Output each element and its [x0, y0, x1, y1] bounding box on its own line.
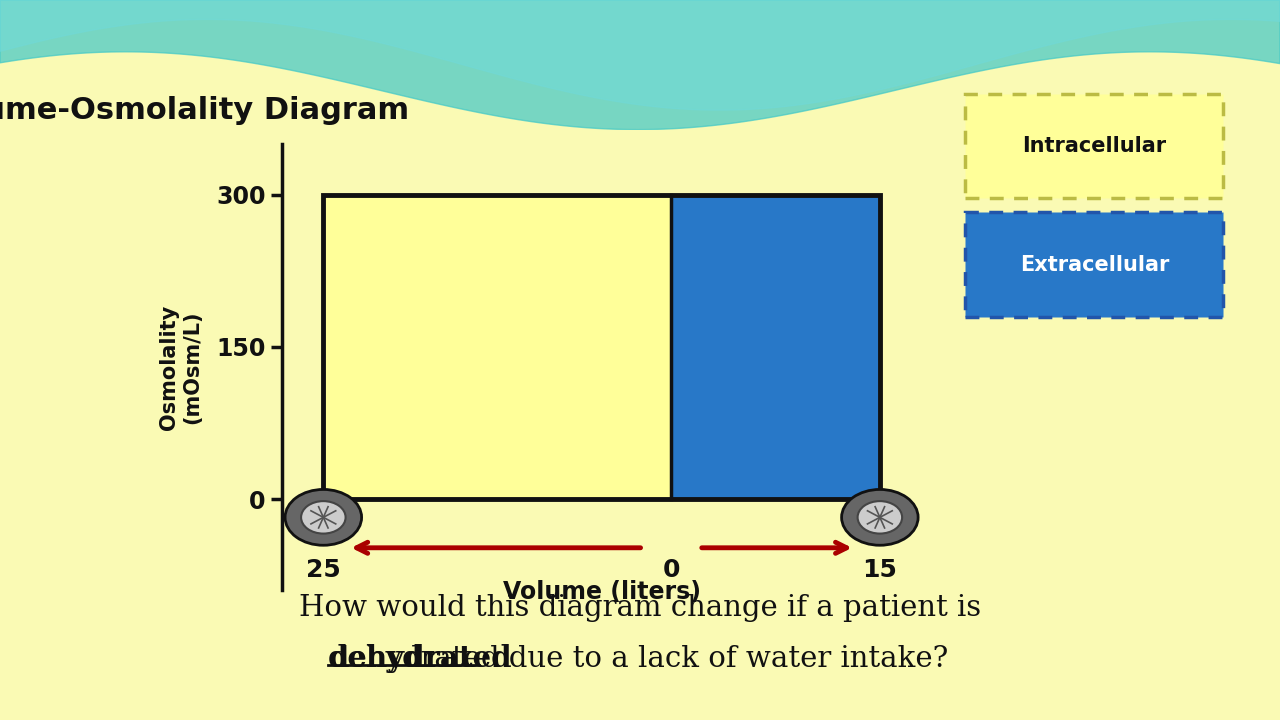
- Bar: [671, 194, 879, 499]
- Text: 15: 15: [863, 558, 897, 582]
- Ellipse shape: [301, 501, 346, 534]
- Text: Volume (liters): Volume (liters): [503, 580, 700, 604]
- Text: Intracellular: Intracellular: [1023, 136, 1166, 156]
- Bar: [965, 212, 1224, 317]
- Text: dehydrated due to a lack of water intake?: dehydrated due to a lack of water intake…: [332, 645, 948, 672]
- Ellipse shape: [842, 490, 918, 545]
- Text: 25: 25: [306, 558, 340, 582]
- Text: 0: 0: [663, 558, 680, 582]
- Bar: [965, 94, 1224, 198]
- Bar: [324, 194, 671, 499]
- Text: How would this diagram change if a patient is: How would this diagram change if a patie…: [300, 595, 980, 622]
- Y-axis label: Osmolality
(mOsm/L): Osmolality (mOsm/L): [159, 305, 202, 430]
- Text: Volume-Osmolality Diagram: Volume-Osmolality Diagram: [0, 96, 408, 125]
- Ellipse shape: [858, 501, 902, 534]
- Text: Extracellular: Extracellular: [1020, 255, 1169, 274]
- Ellipse shape: [285, 490, 362, 545]
- Bar: [324, 194, 879, 499]
- Text: dehydrated: dehydrated: [328, 644, 512, 673]
